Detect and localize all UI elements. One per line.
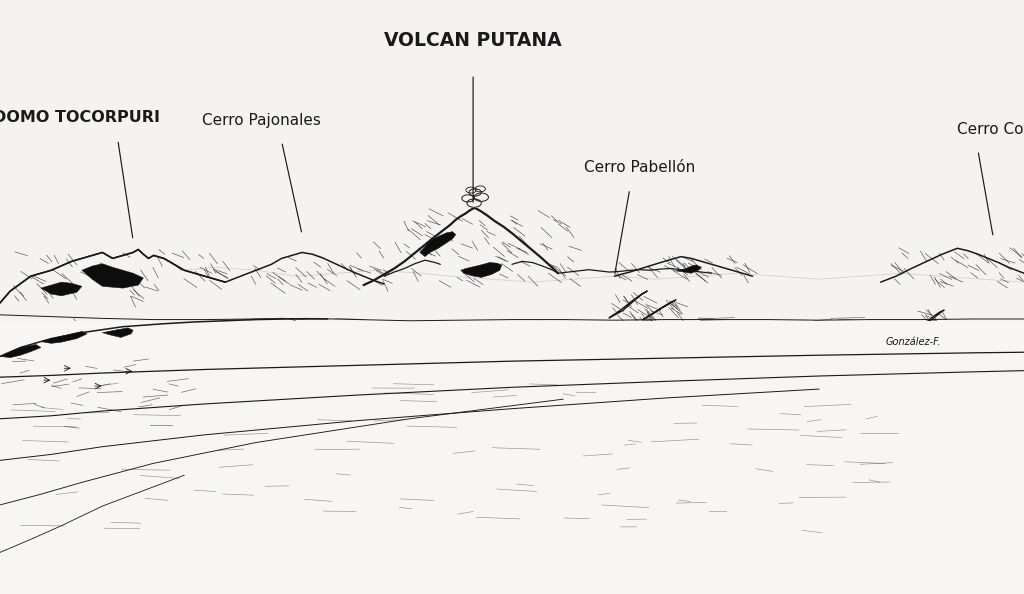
Circle shape xyxy=(462,195,474,202)
Polygon shape xyxy=(41,282,82,296)
Polygon shape xyxy=(0,249,225,303)
Circle shape xyxy=(469,189,481,196)
Polygon shape xyxy=(0,345,41,358)
Text: Cerro Pajonales: Cerro Pajonales xyxy=(202,113,321,128)
Circle shape xyxy=(466,187,476,193)
Polygon shape xyxy=(461,263,502,277)
Circle shape xyxy=(474,193,488,201)
Polygon shape xyxy=(676,265,701,273)
Polygon shape xyxy=(82,264,143,288)
Polygon shape xyxy=(41,331,87,343)
Polygon shape xyxy=(609,291,647,318)
Polygon shape xyxy=(916,310,944,330)
Polygon shape xyxy=(102,328,133,337)
Circle shape xyxy=(475,186,485,192)
Text: VOLCAN PUTANA: VOLCAN PUTANA xyxy=(384,31,562,50)
Polygon shape xyxy=(643,300,676,320)
Polygon shape xyxy=(420,232,456,257)
Circle shape xyxy=(467,199,481,207)
Bar xyxy=(0,321,1024,594)
Text: Cerro Pabellón: Cerro Pabellón xyxy=(585,160,695,175)
Text: DOMO TOCORPURI: DOMO TOCORPURI xyxy=(0,110,161,125)
Text: Cerro Colorado: Cerro Colorado xyxy=(957,122,1024,137)
Text: González-F.: González-F. xyxy=(886,337,941,347)
